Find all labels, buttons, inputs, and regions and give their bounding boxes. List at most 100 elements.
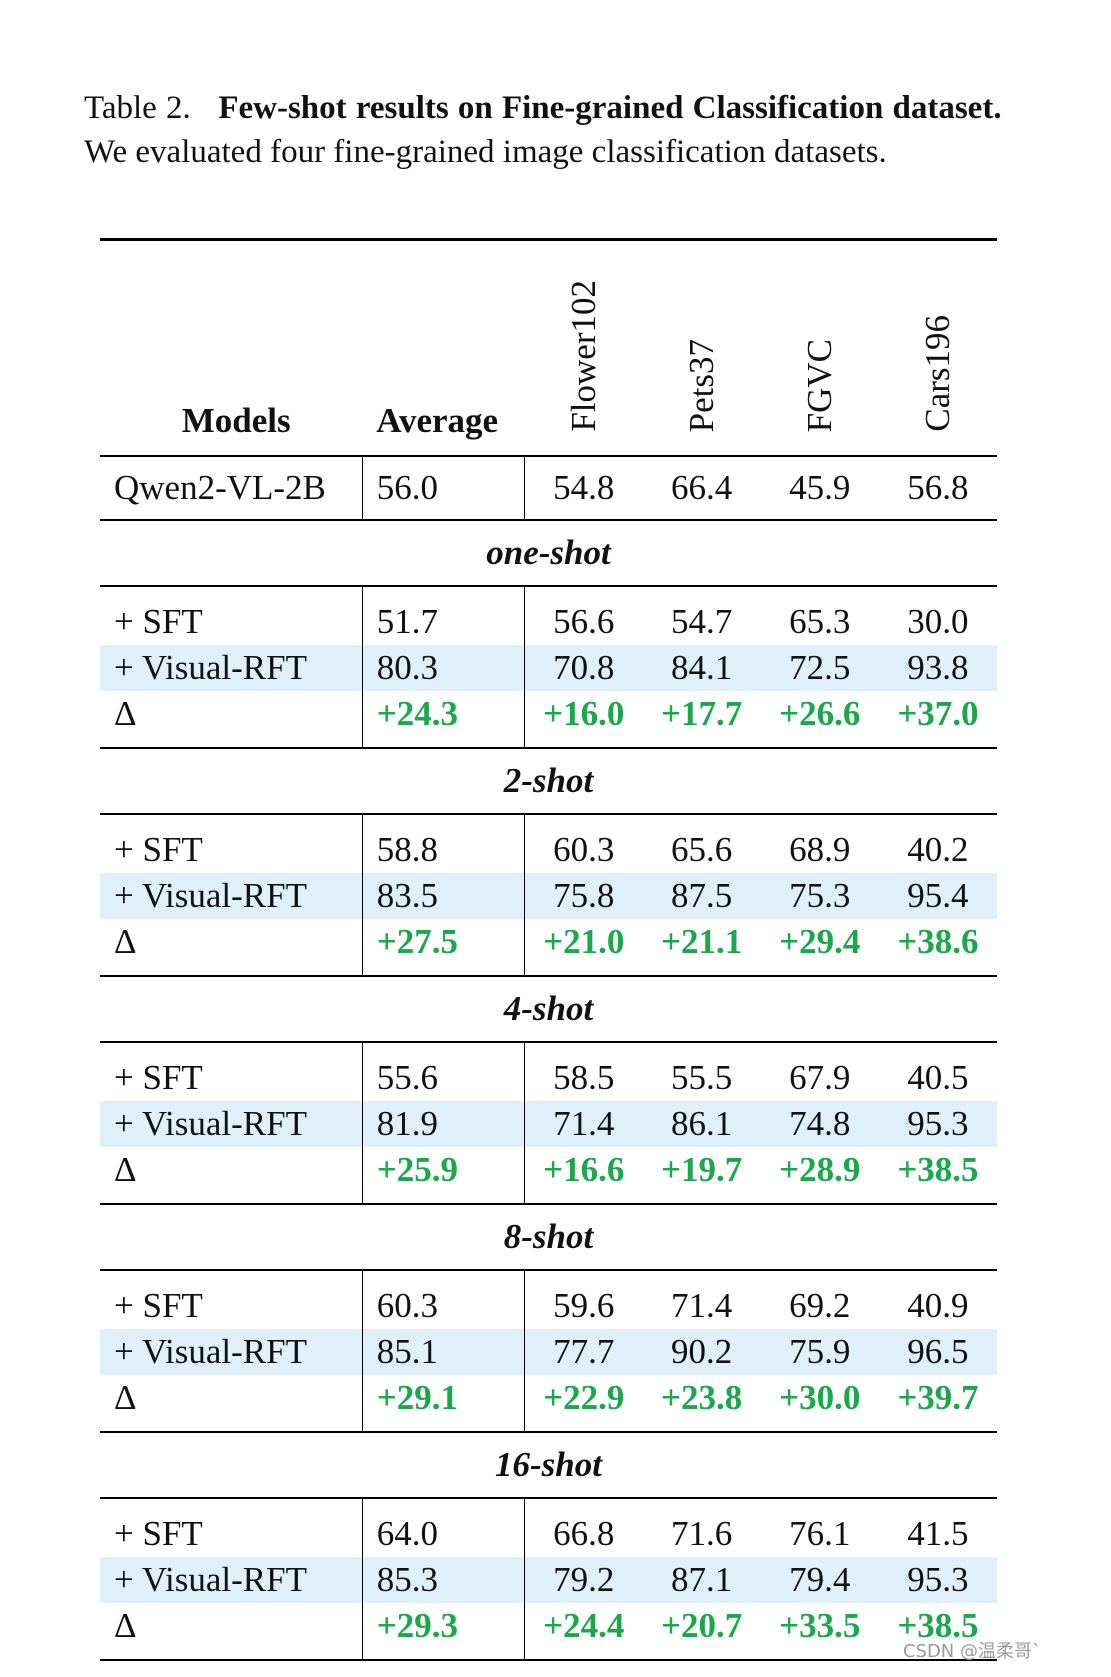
row-pets37: +17.7 <box>642 691 761 749</box>
row-flower102: +16.6 <box>523 1147 643 1205</box>
results-table: Models Average Flower102 Pets37 FGVC Car… <box>100 238 997 1661</box>
row-fgvc: 67.9 <box>789 1058 851 1097</box>
sft-row: + SFT 55.6 58.5 55.5 67.9 40.5 <box>100 1042 997 1101</box>
row-pets37: 86.1 <box>642 1101 761 1147</box>
row-average: 60.3 <box>361 1270 525 1329</box>
row-cars196: 95.4 <box>878 873 997 919</box>
baseline-model: Qwen2-VL-2B <box>100 455 363 521</box>
row-fgvc: 65.3 <box>789 602 851 641</box>
row-cars196: 40.2 <box>907 830 969 869</box>
visual-rft-row: + Visual-RFT 81.9 71.4 86.1 74.8 95.3 <box>100 1101 997 1147</box>
row-fgvc: +30.0 <box>760 1375 879 1433</box>
row-model: Δ <box>100 691 363 749</box>
header-average: Average <box>362 238 525 456</box>
row-average: 85.3 <box>361 1557 525 1603</box>
delta-row: Δ +27.5 +21.0 +21.1 +29.4 +38.6 <box>100 919 997 977</box>
sft-row: + SFT 51.7 56.6 54.7 65.3 30.0 <box>100 586 997 645</box>
row-flower102: 58.5 <box>523 1042 643 1101</box>
row-fgvc: 68.9 <box>789 830 851 869</box>
row-model: + SFT <box>114 1514 203 1553</box>
row-cars196: 41.5 <box>907 1514 969 1553</box>
row-cars196: 30.0 <box>907 602 969 641</box>
row-model: + Visual-RFT <box>100 645 363 691</box>
section-title: one-shot <box>100 520 997 587</box>
row-fgvc: +29.4 <box>760 919 879 977</box>
row-cars196: 96.5 <box>878 1329 997 1375</box>
row-pets37: 71.6 <box>671 1514 733 1553</box>
row-cars196: 95.3 <box>878 1557 997 1603</box>
row-average: 55.6 <box>361 1042 525 1101</box>
row-average: +25.9 <box>361 1147 525 1205</box>
section-header-row: 4-shot <box>100 976 997 1043</box>
row-average: 83.5 <box>361 873 525 919</box>
row-flower102: +16.0 <box>523 691 643 749</box>
row-cars196: +37.0 <box>878 691 997 749</box>
row-fgvc: 74.8 <box>760 1101 879 1147</box>
row-flower102: 77.7 <box>523 1329 643 1375</box>
row-pets37: 65.6 <box>671 830 733 869</box>
row-pets37: 55.5 <box>671 1058 733 1097</box>
row-fgvc: +33.5 <box>760 1603 879 1661</box>
row-pets37: +20.7 <box>642 1603 761 1661</box>
row-flower102: 71.4 <box>523 1101 643 1147</box>
row-average: 51.7 <box>361 586 525 645</box>
row-pets37: 54.7 <box>671 602 733 641</box>
row-model: + SFT <box>114 1058 203 1097</box>
header-models: Models <box>100 238 363 456</box>
baseline-pets37: 66.4 <box>642 455 761 521</box>
section-header-row: 8-shot <box>100 1204 997 1271</box>
visual-rft-row: + Visual-RFT 80.3 70.8 84.1 72.5 93.8 <box>100 645 997 691</box>
row-cars196: +38.5 <box>878 1603 997 1661</box>
row-flower102: 75.8 <box>523 873 643 919</box>
delta-row: Δ +25.9 +16.6 +19.7 +28.9 +38.5 <box>100 1147 997 1205</box>
caption-text: We evaluated four fine-grained image cla… <box>84 134 887 170</box>
row-pets37: 71.4 <box>671 1286 733 1325</box>
header-fgvc: FGVC <box>760 238 879 456</box>
row-cars196: +38.6 <box>878 919 997 977</box>
row-model: Δ <box>100 1147 363 1205</box>
section-title: 4-shot <box>100 976 997 1043</box>
row-model: + Visual-RFT <box>100 1329 363 1375</box>
row-model: + SFT <box>114 830 203 869</box>
row-model: + Visual-RFT <box>100 873 363 919</box>
row-average: 58.8 <box>361 814 525 873</box>
row-model: + Visual-RFT <box>100 1101 363 1147</box>
section-title: 8-shot <box>100 1204 997 1271</box>
visual-rft-row: + Visual-RFT 83.5 75.8 87.5 75.3 95.4 <box>100 873 997 919</box>
row-pets37: 90.2 <box>642 1329 761 1375</box>
row-flower102: 66.8 <box>523 1498 643 1557</box>
baseline-fgvc: 45.9 <box>760 455 879 521</box>
delta-row: Δ +29.1 +22.9 +23.8 +30.0 +39.7 <box>100 1375 997 1433</box>
row-model: + Visual-RFT <box>100 1557 363 1603</box>
row-fgvc: +28.9 <box>760 1147 879 1205</box>
row-flower102: 70.8 <box>523 645 643 691</box>
row-pets37: 87.5 <box>642 873 761 919</box>
row-fgvc: 75.9 <box>760 1329 879 1375</box>
header-row: Models Average Flower102 Pets37 FGVC Car… <box>100 238 997 456</box>
row-fgvc: +26.6 <box>760 691 879 749</box>
row-pets37: 84.1 <box>642 645 761 691</box>
row-flower102: +21.0 <box>523 919 643 977</box>
section-title: 16-shot <box>100 1432 997 1499</box>
row-fgvc: 69.2 <box>789 1286 851 1325</box>
delta-row: Δ +24.3 +16.0 +17.7 +26.6 +37.0 <box>100 691 997 749</box>
header-pets37-label: Pets37 <box>681 338 721 432</box>
row-average: 80.3 <box>361 645 525 691</box>
delta-row: Δ +29.3 +24.4 +20.7 +33.5 +38.5 <box>100 1603 997 1661</box>
results-table-container: Models Average Flower102 Pets37 FGVC Car… <box>100 238 997 1661</box>
section-header-row: 16-shot <box>100 1432 997 1499</box>
row-average: +27.5 <box>361 919 525 977</box>
row-flower102: 59.6 <box>523 1270 643 1329</box>
header-cars196: Cars196 <box>878 238 997 456</box>
sft-row: + SFT 58.8 60.3 65.6 68.9 40.2 <box>100 814 997 873</box>
baseline-row: Qwen2-VL-2B 56.0 54.8 66.4 45.9 56.8 <box>100 455 997 521</box>
row-average: 64.0 <box>361 1498 525 1557</box>
row-fgvc: 72.5 <box>760 645 879 691</box>
row-fgvc: 75.3 <box>760 873 879 919</box>
row-average: +24.3 <box>361 691 525 749</box>
header-pets37: Pets37 <box>642 238 761 456</box>
row-flower102: 56.6 <box>523 586 643 645</box>
header-fgvc-label: FGVC <box>799 338 839 432</box>
visual-rft-row: + Visual-RFT 85.1 77.7 90.2 75.9 96.5 <box>100 1329 997 1375</box>
row-model: + SFT <box>114 1286 203 1325</box>
